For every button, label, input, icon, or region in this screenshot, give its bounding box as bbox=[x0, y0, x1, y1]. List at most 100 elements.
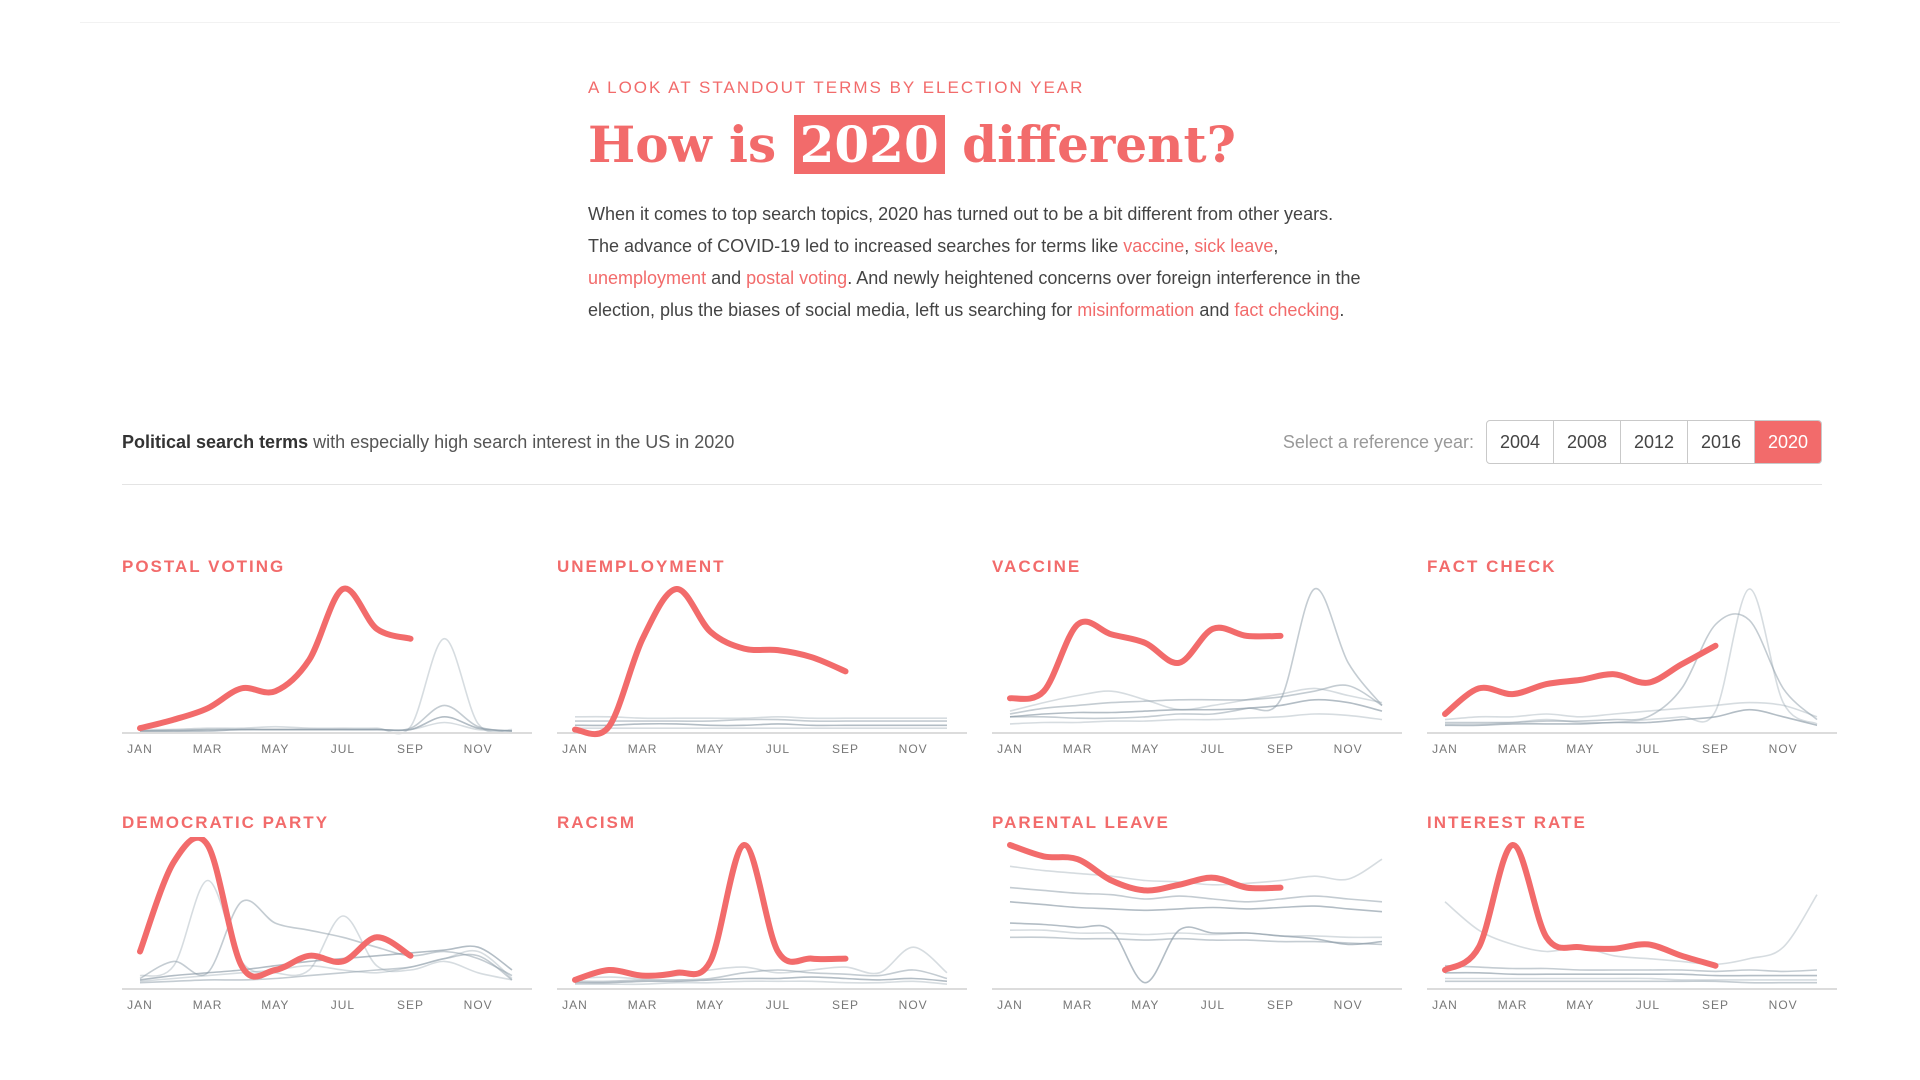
caption-rest: with especially high search interest in … bbox=[308, 432, 735, 452]
reference-year-line bbox=[1444, 894, 1818, 966]
line-chart: JAN MAR MAY JUL SEP NOV bbox=[1427, 842, 1837, 1012]
reference-year-line bbox=[574, 976, 948, 984]
reference-year-line bbox=[1009, 687, 1383, 712]
chart-title: DEMOCRATIC PARTY bbox=[122, 813, 330, 832]
top-rule bbox=[80, 22, 1840, 23]
intro: A LOOK AT STANDOUT TERMS BY ELECTION YEA… bbox=[588, 78, 1368, 344]
year-button-2012[interactable]: 2012 bbox=[1621, 421, 1688, 463]
year-select-label: Select a reference year: bbox=[1282, 431, 1474, 452]
x-tick-label: JAN bbox=[1432, 742, 1458, 756]
x-tick-label: MAY bbox=[1566, 742, 1594, 756]
reference-year-line bbox=[139, 953, 513, 984]
year-button-2016[interactable]: 2016 bbox=[1688, 421, 1755, 463]
reference-year-line bbox=[575, 718, 947, 722]
x-tick-label: MAY bbox=[261, 742, 289, 756]
reference-year-line bbox=[1009, 858, 1383, 886]
term-link[interactable]: fact checking bbox=[1234, 300, 1340, 320]
lede-text: When it comes to top search topics, 2020… bbox=[588, 204, 1334, 256]
highlight-year-line bbox=[1007, 618, 1284, 702]
x-tick-label: MAR bbox=[1498, 742, 1528, 756]
x-tick-label: MAY bbox=[1131, 998, 1159, 1012]
reference-year-line bbox=[1444, 701, 1818, 721]
x-tick-label: NOV bbox=[464, 998, 493, 1012]
x-tick-label: JAN bbox=[997, 742, 1023, 756]
x-tick-label: JAN bbox=[127, 742, 153, 756]
reference-year-line bbox=[139, 637, 513, 735]
reference-year-line bbox=[139, 879, 513, 981]
x-tick-label: JUL bbox=[331, 742, 355, 756]
year-button-2020[interactable]: 2020 bbox=[1755, 421, 1821, 463]
lede-text: . bbox=[1339, 300, 1345, 320]
lede-text: . And newly heightened concerns over for… bbox=[588, 268, 1361, 320]
x-tick-label: SEP bbox=[1702, 998, 1729, 1012]
x-tick-label: JUL bbox=[1636, 742, 1660, 756]
x-tick-label: MAY bbox=[696, 742, 724, 756]
line-chart: JAN MAR MAY JUL SEP NOV bbox=[557, 842, 967, 1012]
x-tick-label: MAR bbox=[1498, 998, 1528, 1012]
year-button-2004[interactable]: 2004 bbox=[1487, 421, 1554, 463]
x-tick-label: JUL bbox=[1636, 998, 1660, 1012]
x-tick-label: MAR bbox=[628, 742, 658, 756]
x-tick-label: JAN bbox=[1432, 998, 1458, 1012]
x-tick-label: JUL bbox=[1201, 998, 1225, 1012]
year-button-2008[interactable]: 2008 bbox=[1554, 421, 1621, 463]
term-link[interactable]: unemployment bbox=[588, 268, 707, 288]
chart-title: INTEREST RATE bbox=[1427, 813, 1587, 832]
reference-year-line bbox=[574, 946, 948, 980]
chart-panel-democratic-party: DEMOCRATIC PARTY JAN MAR MAY JUL SEP NOV bbox=[122, 813, 532, 1023]
lede-text: and bbox=[706, 268, 747, 288]
caption-bold: Political search terms bbox=[122, 432, 309, 452]
reference-year-line bbox=[1009, 901, 1383, 913]
reference-year-line bbox=[1444, 613, 1818, 724]
chart-panel-unemployment: UNEMPLOYMENT JAN MAR MAY JUL SEP NOV bbox=[557, 557, 967, 767]
page-title: How is 2020 different? bbox=[588, 112, 1368, 178]
term-link[interactable]: misinformation bbox=[1077, 300, 1195, 320]
chart-panel-parental-leave: PARENTAL LEAVE JAN MAR MAY JUL SEP NOV bbox=[992, 813, 1402, 1023]
x-tick-label: JUL bbox=[766, 998, 790, 1012]
kicker: A LOOK AT STANDOUT TERMS BY ELECTION YEA… bbox=[588, 78, 1085, 97]
reference-year-line bbox=[1444, 588, 1818, 725]
chart-title: RACISM bbox=[557, 813, 637, 832]
title-highlight: 2020 bbox=[793, 115, 945, 174]
title-post: different? bbox=[944, 115, 1236, 174]
x-tick-label: NOV bbox=[1769, 742, 1798, 756]
reference-year-line bbox=[139, 949, 513, 983]
lede-paragraph: When it comes to top search topics, 2020… bbox=[588, 198, 1368, 326]
x-tick-label: NOV bbox=[1334, 998, 1363, 1012]
x-tick-label: MAR bbox=[1063, 742, 1093, 756]
x-tick-label: MAY bbox=[696, 998, 724, 1012]
term-link[interactable]: vaccine bbox=[1123, 236, 1185, 256]
x-tick-label: NOV bbox=[1769, 998, 1798, 1012]
highlight-year-line bbox=[572, 586, 849, 738]
line-chart: JAN MAR MAY JUL SEP NOV bbox=[1427, 588, 1837, 756]
x-tick-label: MAR bbox=[193, 742, 223, 756]
chart-title: PARENTAL LEAVE bbox=[992, 813, 1170, 832]
x-tick-label: SEP bbox=[1702, 742, 1729, 756]
x-tick-label: MAY bbox=[1566, 998, 1594, 1012]
x-tick-label: JAN bbox=[127, 998, 153, 1012]
x-tick-label: JUL bbox=[766, 742, 790, 756]
x-tick-label: JUL bbox=[331, 998, 355, 1012]
term-link[interactable]: postal voting bbox=[746, 268, 848, 288]
highlight-year-line bbox=[1442, 842, 1719, 973]
x-tick-label: MAY bbox=[1131, 742, 1159, 756]
reference-year-line bbox=[1444, 980, 1817, 984]
highlight-year-line bbox=[137, 585, 414, 732]
lede-text: , bbox=[1184, 236, 1195, 256]
x-tick-label: JAN bbox=[562, 742, 588, 756]
x-tick-label: MAR bbox=[628, 998, 658, 1012]
line-chart: JAN MAR MAY JUL SEP NOV bbox=[992, 842, 1402, 1012]
reference-year-line bbox=[1009, 886, 1383, 903]
lede-text: , bbox=[1273, 236, 1279, 256]
x-tick-label: SEP bbox=[397, 998, 424, 1012]
highlight-year-line bbox=[1007, 842, 1284, 894]
highlight-year-line bbox=[137, 837, 414, 980]
reference-year-line bbox=[140, 721, 513, 732]
x-tick-label: SEP bbox=[832, 998, 859, 1012]
term-link[interactable]: sick leave bbox=[1194, 236, 1274, 256]
reference-year-line bbox=[1009, 922, 1383, 984]
x-tick-label: MAY bbox=[261, 998, 289, 1012]
reference-year-line bbox=[574, 969, 948, 983]
x-tick-label: SEP bbox=[397, 742, 424, 756]
x-tick-label: NOV bbox=[1334, 742, 1363, 756]
